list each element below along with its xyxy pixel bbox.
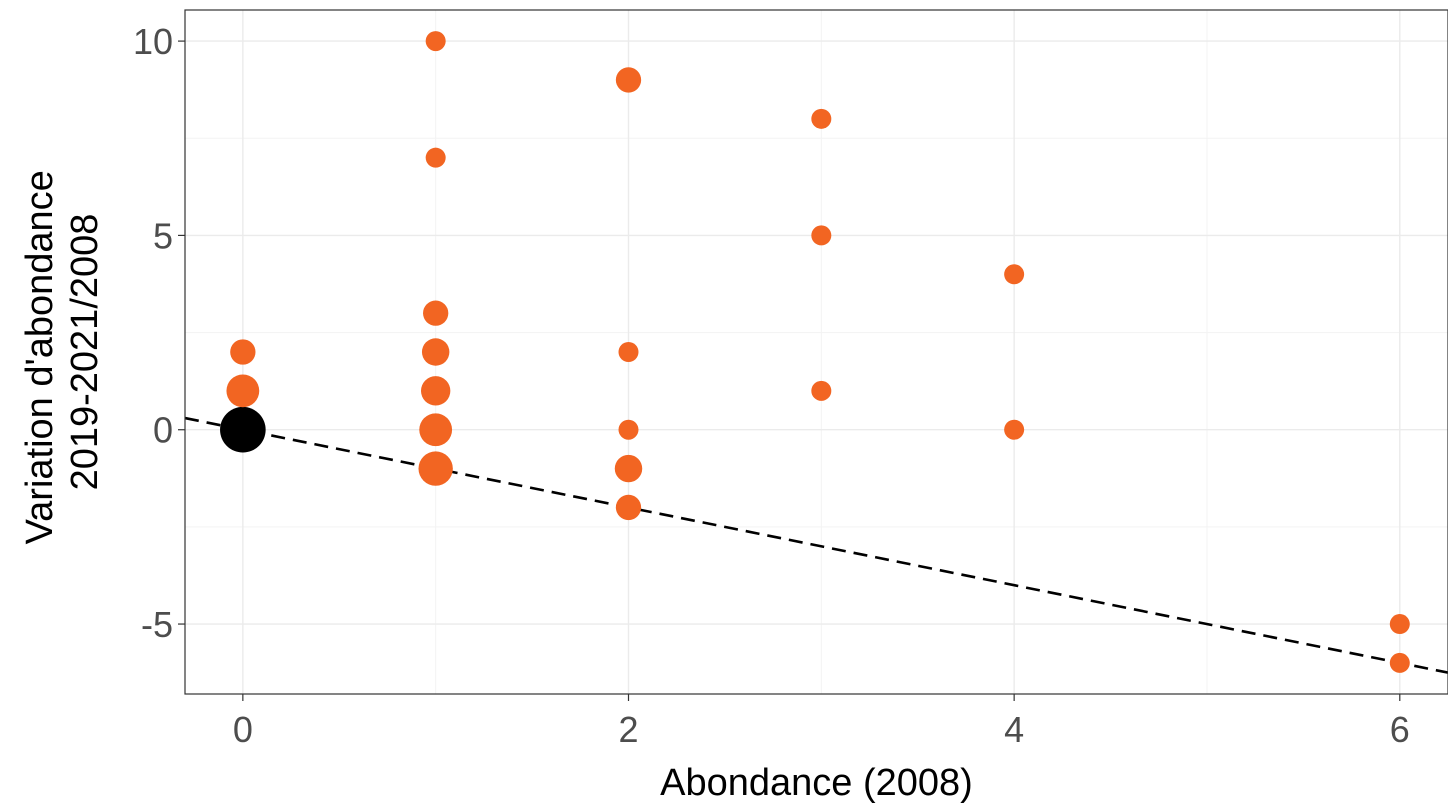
data-point — [226, 374, 260, 408]
data-point — [1004, 264, 1025, 285]
data-point — [1004, 419, 1025, 440]
data-point — [615, 67, 642, 93]
data-point — [614, 454, 643, 483]
data-point — [425, 147, 446, 168]
data-point — [418, 451, 453, 486]
x-tick-label: 4 — [1004, 709, 1024, 750]
data-point — [811, 108, 832, 129]
y-tick-label: -5 — [141, 604, 173, 645]
data-point — [1389, 652, 1410, 673]
y-tick-label: 10 — [133, 21, 173, 62]
data-point — [425, 31, 446, 52]
reference-line — [184, 416, 1448, 674]
data-point — [423, 300, 449, 326]
y-tick-label: 0 — [153, 410, 173, 451]
y-tick-label: 5 — [153, 215, 173, 256]
y-axis-title-line-2: 2019-2021/2008 — [64, 214, 106, 491]
data-point — [618, 342, 639, 362]
x-axis-title: Abondance (2008) — [660, 762, 973, 804]
data-point — [811, 380, 832, 401]
plot-frame — [184, 9, 1448, 695]
points-layer — [220, 31, 1410, 673]
y-axis-title-line-1: Variation d'abondance — [19, 170, 61, 544]
data-point — [618, 419, 639, 440]
data-point — [811, 225, 832, 246]
x-tick-label: 6 — [1390, 709, 1410, 750]
x-tick-label: 2 — [618, 709, 638, 750]
data-point — [615, 494, 642, 521]
axis-ticks: 0 2 4 6 -5 0 5 10 — [133, 21, 1410, 750]
x-tick-label: 0 — [233, 709, 253, 750]
data-point — [1389, 614, 1410, 635]
y-axis-title: Variation d'abondance 2019-2021/2008 — [19, 160, 106, 545]
data-point — [220, 406, 266, 453]
data-point — [230, 339, 256, 365]
data-point — [421, 338, 450, 366]
data-point — [419, 413, 453, 447]
data-point — [420, 376, 451, 406]
reference-line-layer — [184, 416, 1448, 674]
